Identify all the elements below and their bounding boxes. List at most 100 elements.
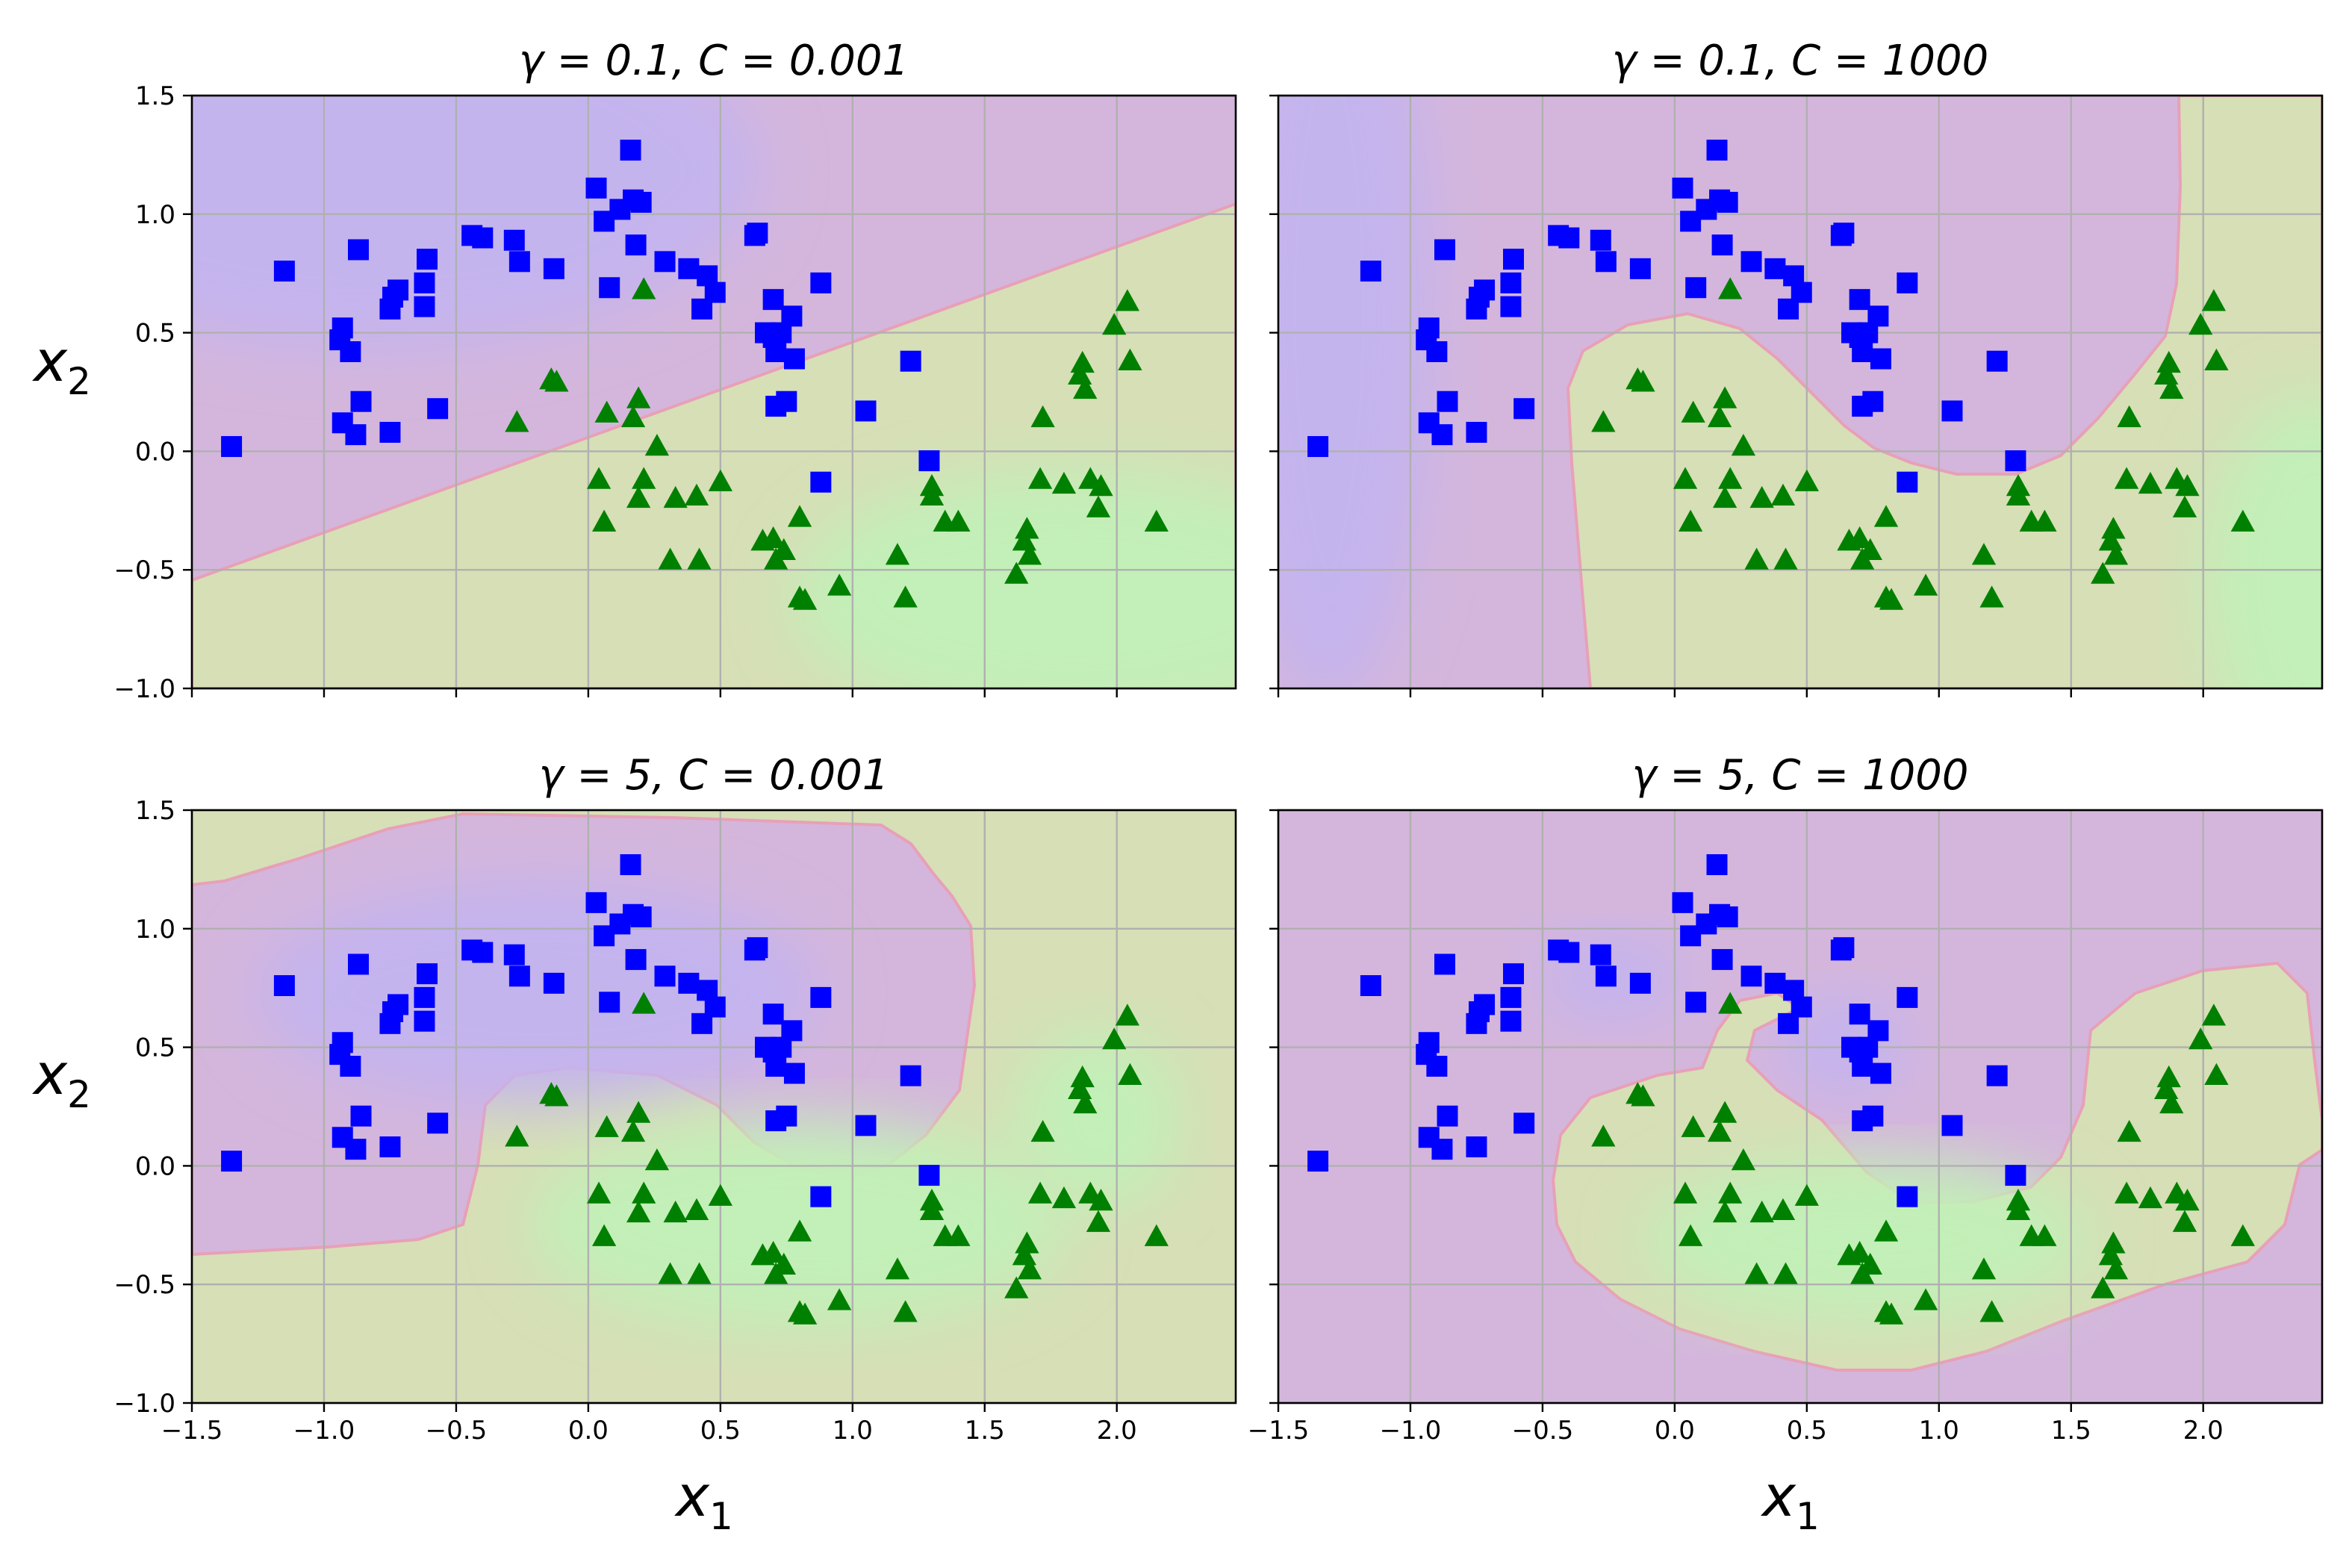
x-tick-label: 1.0	[1919, 1416, 1959, 1446]
data-point-square	[472, 227, 494, 249]
data-point-triangle	[505, 1124, 529, 1147]
data-point-triangle	[1749, 1200, 1774, 1223]
data-point-square	[747, 223, 768, 244]
data-point-square	[1595, 965, 1617, 987]
panel-1	[1278, 96, 2322, 688]
data-point-square	[900, 1065, 921, 1086]
data-point-triangle	[1089, 1189, 1113, 1211]
data-point-triangle	[2188, 1027, 2213, 1050]
data-point-square	[472, 942, 494, 963]
data-point-triangle	[1718, 992, 1743, 1014]
data-point-triangle	[919, 483, 945, 505]
data-point-square	[340, 341, 361, 363]
data-point-square	[1852, 341, 1873, 363]
data-point-square	[1590, 944, 1611, 965]
data-point-square	[543, 972, 564, 994]
data-point-square	[1502, 249, 1524, 270]
y-tick-label: 0.5	[135, 319, 175, 349]
data-point-triangle	[2138, 471, 2163, 494]
data-point-square	[1360, 975, 1381, 997]
data-point-square	[1870, 348, 1891, 370]
data-point-triangle	[1102, 1027, 1127, 1050]
decision-regions	[1278, 96, 2322, 688]
data-point-square	[1870, 1063, 1891, 1084]
y-axis-label: x2	[32, 1041, 91, 1116]
data-point-square	[1307, 1151, 1329, 1172]
data-point-triangle	[1591, 410, 1616, 432]
data-point-triangle	[1707, 1119, 1732, 1142]
grid-layer	[190, 94, 2322, 1404]
data-point-square	[1672, 892, 1693, 913]
data-point-triangle	[1681, 400, 1705, 423]
data-point-triangle	[1631, 1084, 1655, 1107]
data-point-triangle	[1070, 350, 1095, 373]
data-point-square	[345, 424, 367, 446]
data-point-square	[810, 471, 832, 493]
region-green-core	[791, 470, 1236, 688]
data-point-square	[332, 1032, 353, 1054]
data-point-triangle	[591, 1224, 617, 1246]
data-point-square	[747, 937, 768, 959]
data-point-triangle	[2138, 1186, 2163, 1209]
data-point-triangle	[2101, 1231, 2126, 1254]
data-point-square	[340, 1056, 361, 1077]
data-point-triangle	[1971, 1257, 1997, 1280]
data-point-square	[1897, 471, 1918, 493]
axes-frame	[1277, 809, 2324, 1404]
data-point-triangle	[1879, 588, 1904, 610]
data-point-square	[1431, 1139, 1453, 1160]
data-point-triangle	[2114, 467, 2139, 489]
data-point-square	[1629, 258, 1651, 279]
data-point-square	[1862, 391, 1884, 412]
data-point-square	[585, 892, 607, 913]
data-point-triangle	[792, 1302, 818, 1325]
y-tick-label: −1.0	[113, 1389, 175, 1419]
y-tick-label: 1.5	[135, 81, 175, 111]
data-point-triangle	[663, 485, 688, 508]
data-point-square	[1418, 1032, 1440, 1054]
data-point-square	[379, 1136, 401, 1157]
x-tick-label: −0.5	[426, 1416, 488, 1446]
data-point-square	[1986, 350, 2008, 372]
data-point-square	[1558, 942, 1580, 963]
data-point-triangle	[1027, 1181, 1053, 1204]
region-blue-core	[1278, 96, 1434, 688]
data-point-triangle	[1712, 386, 1737, 408]
data-point-triangle	[1673, 467, 1698, 489]
data-point-square	[1986, 1065, 2008, 1086]
data-point-triangle	[1773, 547, 1798, 570]
data-point-triangle	[632, 1181, 656, 1204]
data-point-triangle	[1144, 1224, 1169, 1246]
data-point-square	[427, 1113, 449, 1134]
y-axis-label-sub: 2	[67, 360, 91, 403]
y-tick-label: 1.5	[135, 796, 175, 826]
data-point-square	[1711, 949, 1733, 971]
data-point-triangle	[1879, 1302, 1904, 1325]
data-point-triangle	[1712, 1200, 1737, 1223]
data-point-triangle	[586, 1181, 612, 1204]
data-point-square	[1500, 272, 1522, 293]
data-point-triangle	[946, 1224, 971, 1246]
data-point-square	[508, 965, 530, 987]
data-point-triangle	[1030, 405, 1055, 428]
data-point-triangle	[2188, 313, 2213, 335]
data-point-triangle	[2103, 1257, 2129, 1280]
data-point-square	[765, 1056, 787, 1077]
data-point-triangle	[1118, 1063, 1142, 1085]
data-point-triangle	[1073, 376, 1098, 399]
data-point-square	[1685, 277, 1707, 299]
data-point-triangle	[2091, 1276, 2115, 1298]
y-tick-label: 1.0	[135, 200, 175, 230]
data-point-triangle	[1731, 1148, 1756, 1171]
region-blue-core	[254, 881, 821, 1105]
data-point-square	[1852, 1056, 1873, 1077]
x-tick-label: −0.5	[1512, 1416, 1574, 1446]
data-point-square	[1500, 1010, 1522, 1032]
data-point-square	[776, 391, 797, 412]
data-point-square	[273, 975, 295, 997]
data-point-square	[345, 1139, 367, 1160]
data-point-triangle	[1027, 467, 1053, 489]
data-point-square	[776, 1105, 797, 1127]
data-point-square	[704, 996, 726, 1018]
data-point-triangle	[1017, 1257, 1042, 1280]
